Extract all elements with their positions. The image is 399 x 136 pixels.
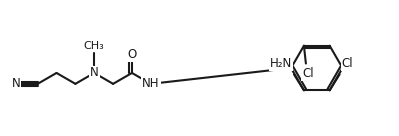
Text: N: N bbox=[12, 77, 20, 90]
Text: O: O bbox=[127, 48, 136, 61]
Text: N: N bbox=[90, 67, 99, 79]
Text: NH: NH bbox=[142, 77, 160, 90]
Text: H₂N: H₂N bbox=[270, 58, 292, 70]
Text: Cl: Cl bbox=[342, 58, 353, 70]
Text: Cl: Cl bbox=[302, 67, 314, 81]
Text: CH₃: CH₃ bbox=[84, 41, 105, 51]
